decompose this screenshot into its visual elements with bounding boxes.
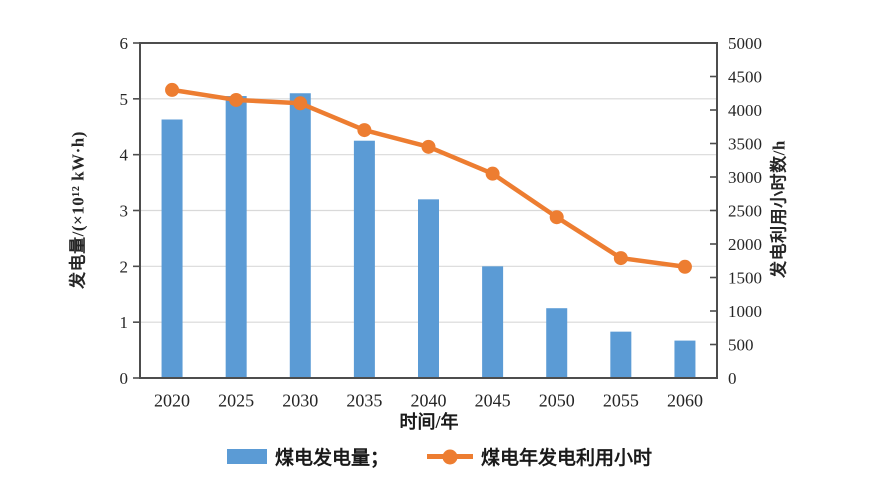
legend-line-marker-icon: [442, 449, 458, 464]
x-tick-label-2055: 2055: [603, 390, 639, 410]
line-marker-2055: [613, 251, 628, 266]
y-right-tick-label: 2500: [728, 201, 762, 220]
right-axis-title: 发电利用小时数/h: [769, 140, 789, 278]
y-right-tick-label: 3500: [728, 134, 762, 153]
y-right-tick-label: 0: [728, 369, 737, 388]
x-tick-label-2035: 2035: [346, 390, 382, 410]
x-tick-label-2030: 2030: [282, 390, 318, 410]
bar-2030: [289, 93, 311, 378]
line-marker-2020: [165, 82, 180, 97]
line-marker-2030: [293, 96, 308, 111]
y-right-tick-label: 3000: [728, 168, 762, 187]
bar-2035: [353, 140, 375, 378]
line-marker-2025: [229, 92, 244, 107]
x-tick-label-2050: 2050: [539, 390, 575, 410]
y-left-tick-label: 5: [120, 90, 129, 109]
y-left-tick-label: 2: [120, 257, 129, 276]
x-tick-label-2025: 2025: [218, 390, 254, 410]
x-tick-label-2045: 2045: [475, 390, 511, 410]
legend-bar-swatch: [226, 449, 267, 464]
y-left-tick-label: 4: [120, 146, 129, 165]
y-right-tick-label: 4000: [728, 101, 762, 120]
y-left-tick-label: 3: [120, 201, 129, 220]
legend: 煤电发电量； 煤电年发电利用小时: [0, 443, 879, 470]
bar-2025: [225, 96, 247, 379]
y-right-tick-label: 2000: [728, 235, 762, 254]
x-tick-label-2040: 2040: [411, 390, 447, 410]
y-left-tick-label: 0: [120, 369, 129, 388]
y-right-tick-label: 1500: [728, 268, 762, 287]
y-right-tick-label: 500: [728, 335, 754, 354]
legend-line-swatch: [427, 449, 473, 464]
bar-2020: [161, 119, 183, 378]
left-axis-title: 发电量/(×10¹² kW·h): [68, 131, 88, 289]
line-marker-2035: [357, 123, 372, 138]
x-axis-title: 时间/年: [399, 412, 459, 432]
legend-line-label: 煤电年发电利用小时: [481, 448, 653, 469]
y-left-tick-label: 1: [120, 313, 129, 332]
x-tick-label-2060: 2060: [667, 390, 703, 410]
y-right-tick-label: 1000: [728, 302, 762, 321]
bar-2060: [674, 340, 696, 378]
legend-bar-label: 煤电发电量；: [274, 448, 389, 469]
bar-2045: [482, 266, 504, 378]
line-marker-2050: [549, 210, 564, 225]
y-right-tick-label: 4500: [728, 67, 762, 86]
bar-2055: [610, 331, 632, 378]
bar-2050: [546, 308, 568, 378]
x-tick-label-2020: 2020: [154, 390, 190, 410]
line-marker-2040: [421, 139, 436, 154]
y-left-tick-label: 6: [120, 34, 129, 53]
line-marker-2045: [485, 166, 500, 181]
y-right-tick-label: 5000: [728, 34, 762, 53]
line-marker-2060: [677, 259, 692, 274]
bar-2040: [418, 199, 439, 378]
